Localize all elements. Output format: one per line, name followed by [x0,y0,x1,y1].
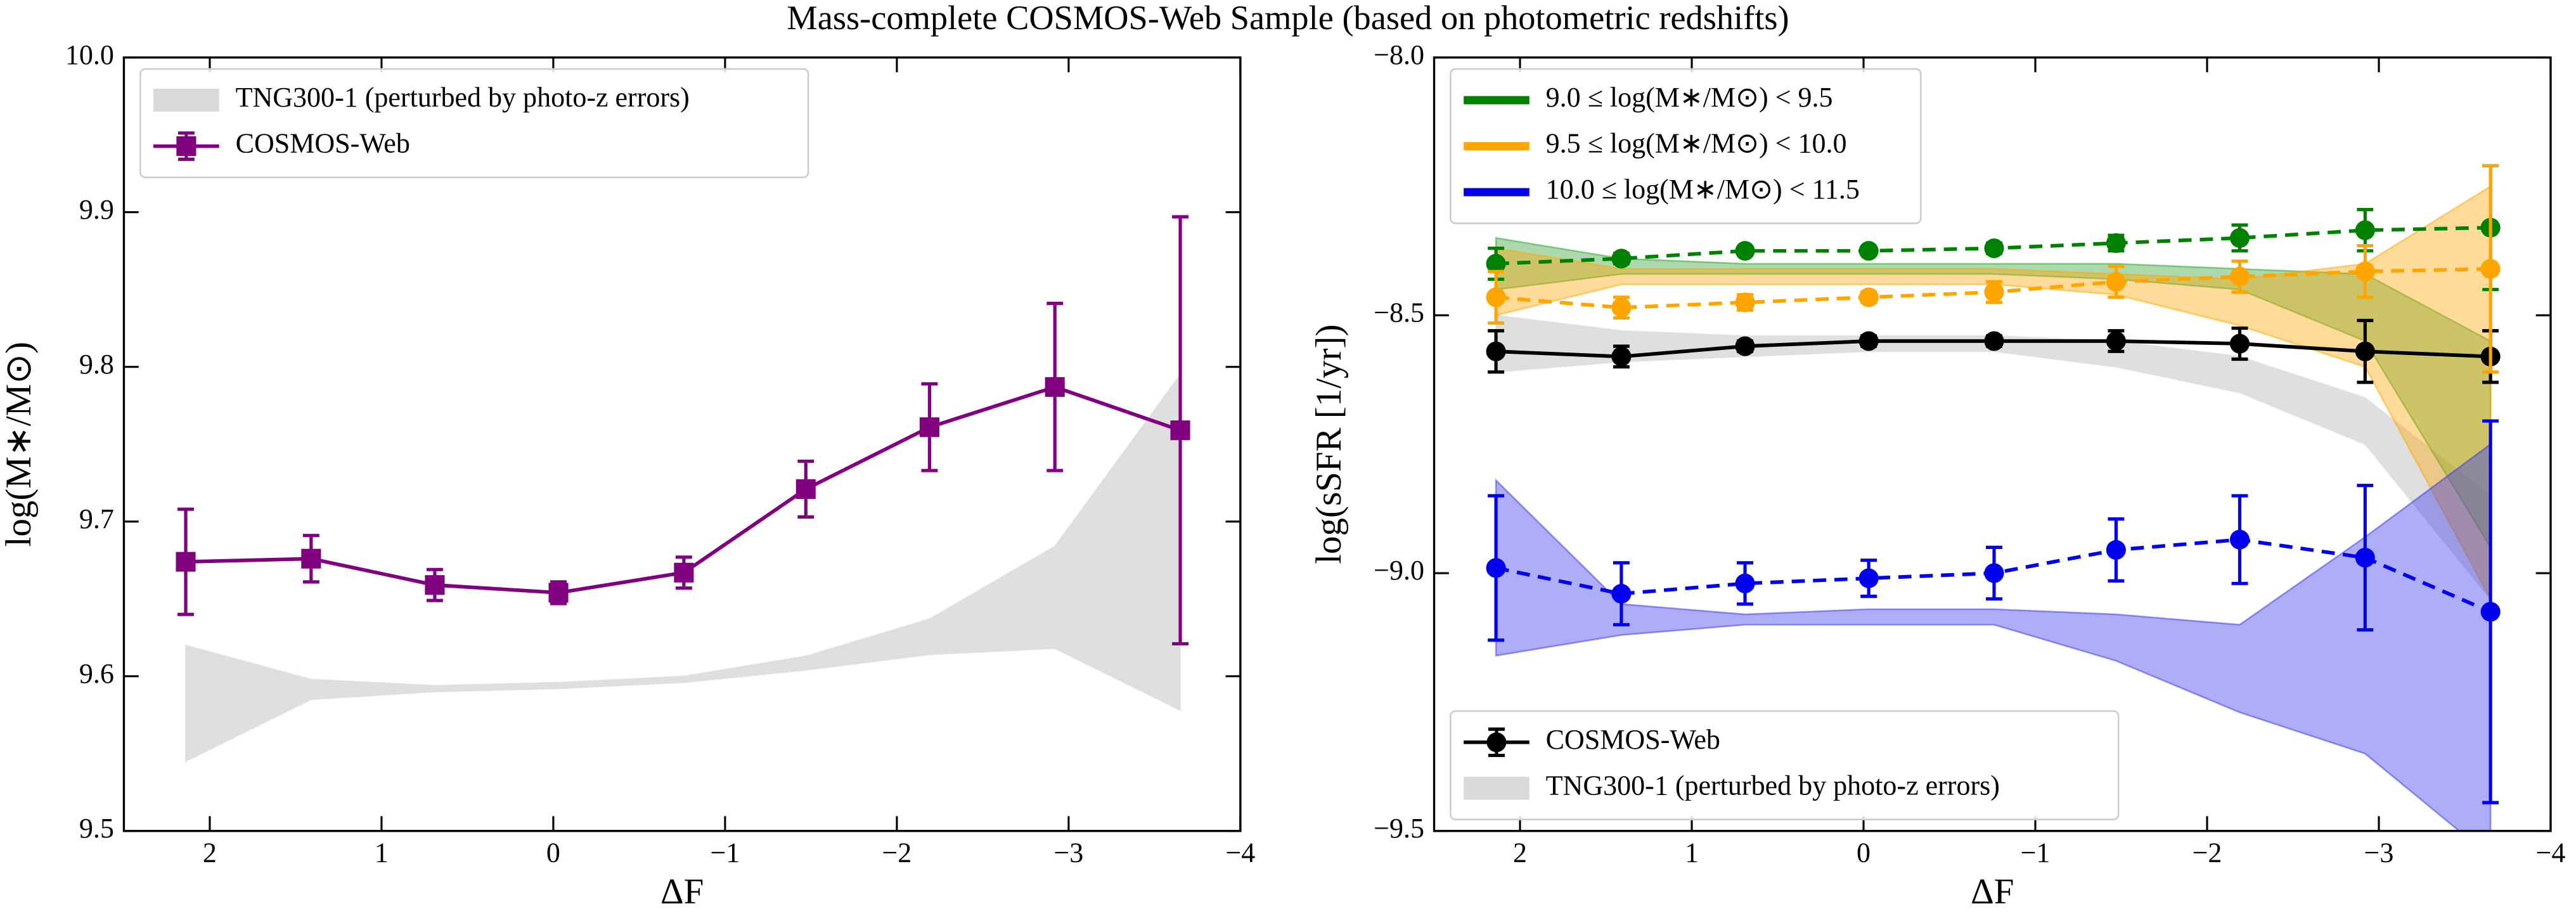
x-tick-label: 2 [1513,837,1527,869]
marker [1486,287,1506,307]
legend-label: 9.5 ≤ log(M∗/M⊙) < 10.0 [1546,128,1847,159]
legend-label: TNG300-1 (perturbed by photo-z errors) [236,82,690,113]
marker [1611,297,1632,318]
marker [795,479,816,499]
x-tick-label: −2 [882,837,911,869]
x-tick-label: −1 [710,837,740,869]
y-tick-label: −8.0 [1374,39,1424,70]
legend-label: 10.0 ≤ log(M∗/M⊙) < 11.5 [1546,174,1860,205]
x-axis-label: ΔF [1971,872,2014,912]
marker [1735,573,1755,593]
marker [1858,287,1879,307]
marker [2106,540,2126,560]
marker [2355,261,2375,281]
marker [1858,568,1879,588]
axes-frame [122,56,1242,832]
legend-swatch [1464,777,1530,800]
marker [2355,341,2375,361]
y-tick-label: −9.0 [1374,555,1424,586]
x-tick-label: −2 [2193,837,2222,869]
y-tick-label: 9.5 [79,813,114,844]
band [1495,443,2492,831]
y-tick-label: −8.5 [1374,297,1424,328]
marker [1984,331,2004,351]
marker [1984,563,2004,583]
x-tick-label: 0 [1857,837,1871,869]
x-tick-label: −1 [2021,837,2051,869]
marker [2229,333,2250,354]
marker [2480,602,2501,622]
marker [2480,259,2501,279]
marker [674,562,694,583]
marker [1170,420,1190,441]
x-tick-label: 1 [375,837,389,869]
legend-box [1450,68,1922,224]
marker [2229,266,2250,287]
legend-swatch [153,88,219,112]
marker [1045,377,1065,397]
marker [2355,548,2375,568]
legend-marker [1486,732,1507,753]
marker [425,575,445,595]
marker [1611,584,1632,604]
marker [1735,336,1755,356]
legend-box [1450,710,2120,820]
marker [301,548,321,569]
plot-area [1486,164,2501,831]
y-tick-label: 9.7 [79,503,114,534]
marker [1611,346,1632,366]
axes-frame [1433,56,2552,832]
x-tick-label: 1 [1685,837,1699,869]
marker [1984,238,2004,259]
legend-label: COSMOS-Web [236,128,410,159]
marker [2106,331,2126,351]
legend-marker [176,136,196,157]
y-tick-label: 9.8 [79,349,114,380]
figure-title: Mass-complete COSMOS-Web Sample (based o… [787,0,1789,37]
x-tick-label: −3 [1053,837,1083,869]
legend-box [139,68,809,179]
x-tick-label: 0 [546,837,560,869]
y-tick-label: −9.5 [1374,813,1424,844]
marker [548,583,569,603]
x-tick-label: −4 [1225,837,1255,869]
x-tick-label: −3 [2364,837,2394,869]
marker [1486,341,1506,361]
marker [2106,233,2126,254]
marker [2355,220,2375,240]
marker [1858,331,1879,351]
marker [1486,558,1506,578]
marker [1984,282,2004,302]
marker [2106,271,2126,292]
marker [1858,241,1879,261]
x-tick-label: 2 [203,837,217,869]
y-axis-label: log(sSFR [1/yr]) [1309,325,1349,564]
marker [1486,254,1506,274]
legend-label: TNG300-1 (perturbed by photo-z errors) [1546,770,2000,801]
y-tick-label: 10.0 [65,39,114,70]
y-tick-label: 9.6 [79,658,114,689]
marker [919,417,939,437]
marker [1611,249,1632,269]
y-tick-label: 9.9 [79,194,114,225]
x-axis-label: ΔF [660,872,704,912]
band [184,372,1182,763]
legend-label: 9.0 ≤ log(M∗/M⊙) < 9.5 [1546,82,1833,113]
marker [1735,241,1755,261]
marker [2229,228,2250,248]
marker [1735,292,1755,313]
plot-area [176,215,1190,763]
x-tick-label: −4 [2536,837,2566,869]
legend-label: COSMOS-Web [1546,724,1720,755]
marker [176,552,196,572]
y-axis-label: log(M∗/M⊙) [0,342,39,546]
marker [2229,529,2250,550]
